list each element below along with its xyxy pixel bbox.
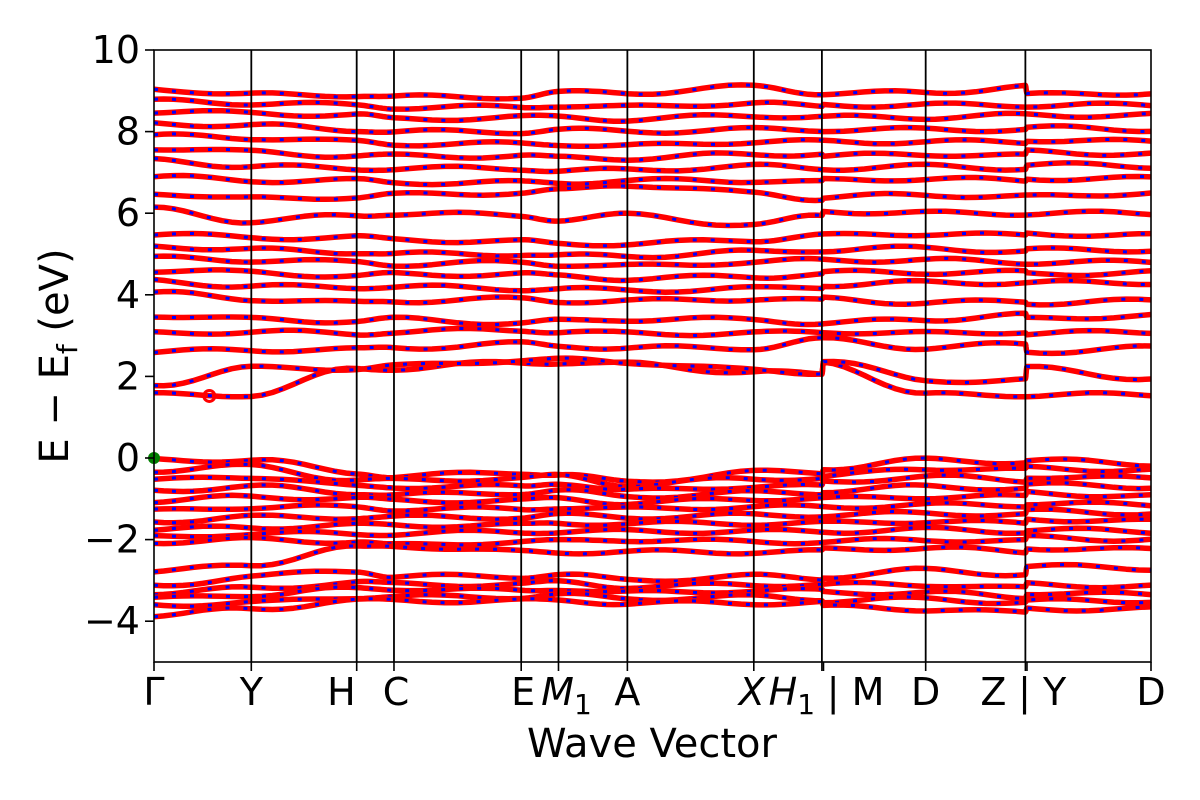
band-line-spin-up — [153, 230, 1152, 249]
band-line-spin-up — [153, 596, 1152, 620]
band-line-spin-up — [153, 524, 1152, 540]
y-tick-label: −4 — [84, 599, 140, 643]
x-tick-label: Z — [980, 670, 1006, 714]
x-tick-label: D — [911, 670, 940, 714]
x-tick-label: | M — [827, 670, 885, 715]
band-line-spin-up — [153, 506, 1152, 526]
y-tick-label: 0 — [116, 436, 140, 480]
band-line-spin-up — [153, 107, 1152, 125]
extremum-markers — [148, 388, 217, 464]
x-tick-label: Y — [239, 670, 264, 714]
y-axis-title-sub: f — [51, 343, 84, 354]
band-line-spin-up — [153, 577, 1152, 598]
band-line-spin-up — [153, 243, 1152, 261]
band-line-spin-up — [153, 584, 1152, 602]
x-tick-label: D — [1136, 670, 1165, 714]
band-line-spin-up — [153, 96, 1152, 112]
x-tick-label: X — [737, 670, 766, 714]
band-line-spin-up — [153, 267, 1152, 284]
x-tick-label: H1 — [769, 670, 815, 721]
x-tick-label: H — [327, 670, 356, 714]
y-axis-ticks: −4 −2 0 2 4 6 8 10 — [84, 28, 154, 643]
band-line-spin-up — [153, 204, 1152, 229]
band-line-spin-up — [153, 325, 1152, 339]
x-tick-label: M1 — [541, 670, 592, 721]
x-tick-label: C — [383, 670, 410, 714]
y-tick-label: 8 — [116, 110, 140, 154]
y-tick-label: 6 — [116, 191, 140, 235]
band-line-spin-up — [153, 334, 1152, 357]
band-line-spin-up — [153, 146, 1152, 163]
y-axis-title: E − Ef (eV) — [32, 248, 84, 463]
band-line-spin-down — [153, 205, 1152, 228]
band-line-spin-up — [153, 172, 1152, 188]
kpoint-lines — [250, 50, 1027, 662]
y-tick-label: 2 — [116, 354, 140, 398]
band-line-spin-up — [153, 253, 1152, 270]
band-line-spin-up — [153, 288, 1152, 308]
y-axis-title-unit: (eV) — [32, 248, 78, 344]
band-line-spin-up — [153, 516, 1152, 534]
x-tick-label: E — [511, 670, 535, 714]
band-line-spin-down — [153, 356, 1152, 388]
y-axis-title-main: E − E — [32, 354, 78, 464]
band-line-spin-up — [153, 543, 1152, 575]
band-line-spin-down — [153, 360, 1152, 399]
band-line-spin-up — [153, 183, 1152, 204]
y-tick-label: 10 — [92, 28, 140, 72]
band-line-spin-up — [153, 499, 1152, 514]
band-line-spin-up — [153, 276, 1151, 295]
cbm-marker — [202, 388, 217, 403]
band-line-spin-up — [153, 488, 1152, 508]
x-tick-label: Γ — [143, 670, 164, 714]
svg-text:E − Ef (eV): E − Ef (eV) — [32, 248, 84, 463]
band-line-spin-down — [153, 462, 1152, 489]
band-line-spin-up — [153, 310, 1152, 328]
band-line-spin-up — [153, 120, 1152, 137]
y-tick-label: 4 — [116, 273, 140, 317]
band-line-spin-up — [153, 472, 1152, 493]
band-line-spin-up — [153, 561, 1152, 589]
x-tick-label: A — [614, 670, 640, 714]
band-line-spin-up — [153, 532, 1152, 548]
band-line-spin-up — [153, 155, 1152, 175]
y-tick-label: −2 — [84, 518, 140, 562]
band-line-spin-up — [153, 82, 1152, 102]
band-line-spin-up — [153, 131, 1152, 150]
bands-layer — [153, 82, 1152, 620]
plot-frame — [153, 49, 1152, 663]
x-axis-title: Wave Vector — [527, 721, 778, 767]
x-tick-label: | Y — [1018, 670, 1067, 715]
